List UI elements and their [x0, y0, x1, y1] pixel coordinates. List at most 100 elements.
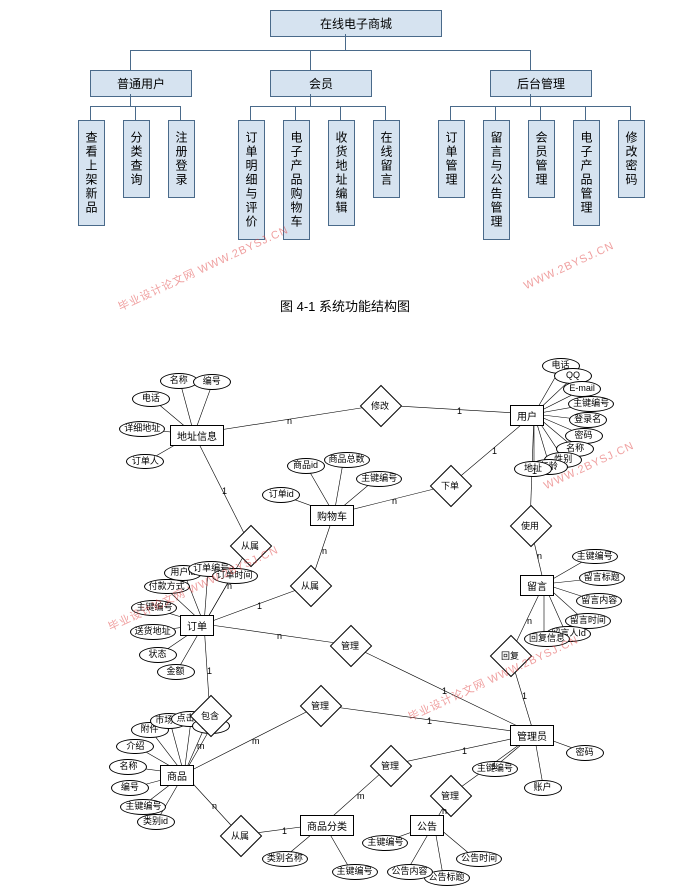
figure-caption-text: 图 4-1 系统功能结构图 — [280, 299, 410, 314]
er-attr: 公告时间 — [456, 851, 502, 867]
er-attr: 主键编号 — [120, 799, 166, 815]
tree-root: 在线电子商城 — [270, 10, 442, 37]
er-relation: 从属 — [230, 525, 270, 565]
er-attr: 金额 — [157, 664, 195, 680]
er-attr: 商品总数 — [324, 452, 370, 468]
tree-leaf: 注册登录 — [168, 120, 195, 198]
er-attr: 主键编号 — [572, 549, 618, 565]
cardinality: 1 — [492, 761, 497, 771]
tree-leaf-label: 订单明细与评价 — [244, 131, 258, 229]
er-attr: 订单时间 — [212, 568, 258, 584]
er-relation: 从属 — [290, 565, 330, 605]
er-relation: 从属 — [220, 815, 260, 855]
er-attr: 密码 — [566, 745, 604, 761]
er-entity-goods: 商品 — [160, 765, 194, 786]
cardinality: 1 — [457, 406, 462, 416]
function-tree: 在线电子商城 普通用户 查看上架新品 分类查询 注册登录 会员 订单明细与评价 … — [10, 10, 680, 290]
cardinality: n — [322, 546, 327, 556]
tree-group: 普通用户 — [90, 70, 192, 97]
cardinality: n — [287, 416, 292, 426]
er-relation: 管理 — [370, 745, 410, 785]
cardinality: 1 — [522, 691, 527, 701]
er-attr: 介绍 — [116, 739, 154, 755]
tree-leaf: 会员管理 — [528, 120, 555, 198]
tree-leaf: 留言与公告管理 — [483, 120, 510, 240]
er-entity-cart: 购物车 — [310, 505, 354, 526]
er-relation: 修改 — [360, 385, 400, 425]
er-attr: 公告内容 — [387, 864, 433, 880]
er-relation: 管理 — [430, 775, 470, 815]
er-attr: 名称 — [109, 759, 147, 775]
er-diagram: 地址信息用户购物车订单留言管理员商品商品分类公告订单人详细地址电话名称编号电话Q… — [10, 325, 680, 885]
tree-leaf-label: 会员管理 — [534, 131, 548, 187]
tree-leaf: 订单管理 — [438, 120, 465, 198]
er-attr: 主键编号 — [131, 600, 177, 616]
figure-caption: 图 4-1 系统功能结构图 — [10, 296, 680, 315]
tree-leaf: 分类查询 — [123, 120, 150, 198]
er-relation: 使用 — [510, 505, 550, 545]
cardinality: 1 — [532, 466, 537, 476]
tree-group-label: 会员 — [309, 77, 333, 91]
er-attr: 留言内容 — [576, 593, 622, 609]
er-attr: 留言标题 — [579, 570, 625, 586]
cardinality: n — [212, 801, 217, 811]
tree-group-label: 普通用户 — [117, 77, 165, 91]
cardinality: n — [227, 581, 232, 591]
er-attr: 主键编号 — [568, 396, 614, 412]
er-attr: 登录名 — [569, 412, 607, 428]
er-entity-msg: 留言 — [520, 575, 554, 596]
cardinality: m — [197, 741, 205, 751]
er-attr: 送货地址 — [130, 624, 176, 640]
cardinality: m — [357, 791, 365, 801]
er-attr: 主键编号 — [332, 864, 378, 880]
er-attr: 主键编号 — [362, 835, 408, 851]
er-relation: 包含 — [190, 695, 230, 735]
er-attr: 回复信息 — [524, 631, 570, 647]
er-attr: 电话 — [132, 391, 170, 407]
er-attr: 类别id — [137, 814, 175, 830]
cardinality: 1 — [462, 746, 467, 756]
tree-leaf-label: 查看上架新品 — [84, 131, 98, 215]
tree-leaf-label: 修改密码 — [624, 131, 638, 187]
tree-leaf-label: 电子产品管理 — [579, 131, 593, 215]
tree-leaf-label: 订单管理 — [444, 131, 458, 187]
er-relation: 管理 — [330, 625, 370, 665]
tree-leaf-label: 注册登录 — [174, 131, 188, 187]
er-attr: 详细地址 — [119, 421, 165, 437]
cardinality: 1 — [492, 446, 497, 456]
cardinality: m — [252, 736, 260, 746]
er-entity-order: 订单 — [180, 615, 214, 636]
tree-leaf: 在线留言 — [373, 120, 400, 198]
tree-leaf: 订单明细与评价 — [238, 120, 265, 240]
cardinality: n — [527, 616, 532, 626]
er-attr: 编号 — [111, 780, 149, 796]
tree-leaf-label: 电子产品购物车 — [289, 131, 303, 229]
er-attr: 商品id — [287, 458, 325, 474]
cardinality: n — [277, 631, 282, 641]
tree-leaf-label: 留言与公告管理 — [489, 131, 503, 229]
tree-group-label: 后台管理 — [517, 77, 565, 91]
er-attr: E-mail — [563, 381, 601, 397]
tree-leaf: 修改密码 — [618, 120, 645, 198]
cardinality: 1 — [257, 601, 262, 611]
tree-leaf-label: 收货地址编辑 — [334, 131, 348, 215]
er-attr: 付款方式 — [144, 579, 190, 595]
er-attr: 编号 — [193, 374, 231, 390]
cardinality: n — [537, 551, 542, 561]
cardinality: n — [442, 806, 447, 816]
er-entity-notice: 公告 — [410, 815, 444, 836]
er-attr: 订单人 — [126, 454, 164, 470]
tree-leaf-label: 在线留言 — [379, 131, 393, 187]
tree-leaf-label: 分类查询 — [129, 131, 143, 187]
cardinality: n — [392, 496, 397, 506]
er-attr: 主键编号 — [356, 471, 402, 487]
er-attr: 状态 — [139, 647, 177, 663]
er-attr: 订单id — [262, 487, 300, 503]
tree-leaf: 查看上架新品 — [78, 120, 105, 226]
tree-group: 后台管理 — [490, 70, 592, 97]
er-entity-gcat: 商品分类 — [300, 815, 354, 836]
cardinality: 1 — [222, 486, 227, 496]
er-entity-user: 用户 — [510, 405, 544, 426]
cardinality: 1 — [442, 686, 447, 696]
tree-leaf: 收货地址编辑 — [328, 120, 355, 226]
